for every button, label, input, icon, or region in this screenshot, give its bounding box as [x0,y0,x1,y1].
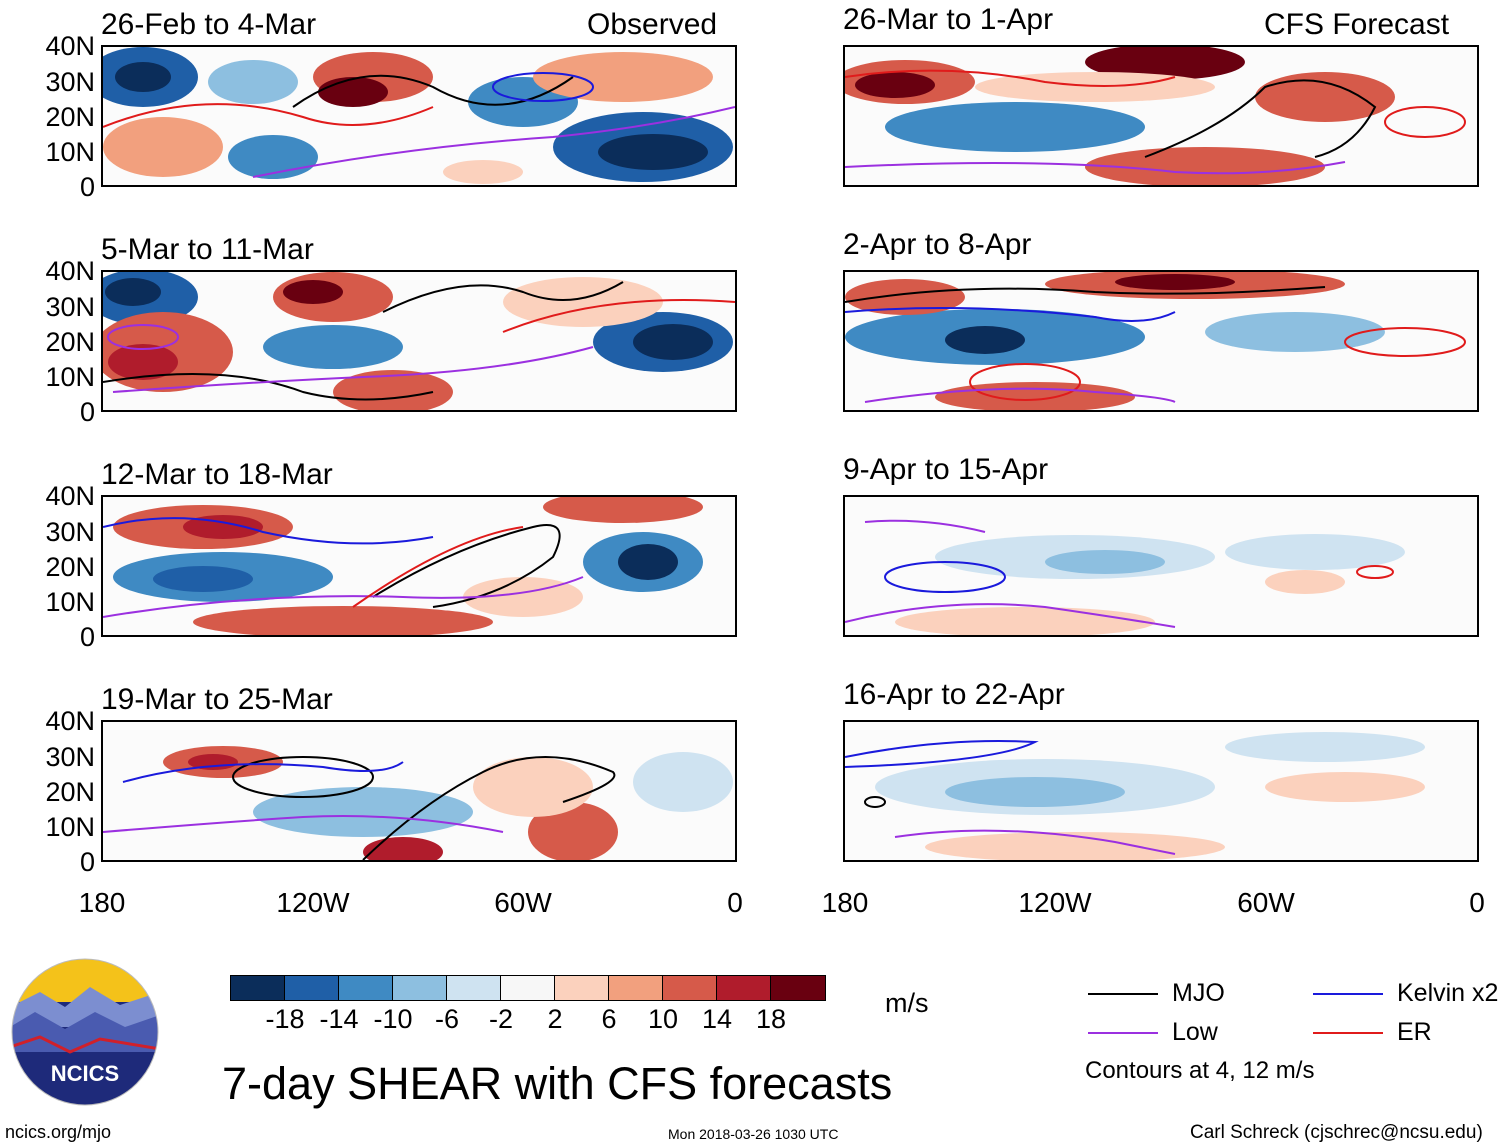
panel-title: 19-Mar to 25-Mar [101,683,333,716]
lat-label: 20N [45,327,95,357]
legend-item-mjo: MJO [1088,979,1225,1008]
lat-label: 40N [45,706,95,736]
lat-label: 40N [45,481,95,511]
colorbar-tick: -18 [265,1004,305,1034]
lon-label: 0 [1469,887,1485,918]
lat-label: 0 [79,622,95,652]
map-panel [843,720,1479,862]
panel-title: 9-Apr to 15-Apr [843,453,1049,486]
credit: Carl Schreck (cjschrec@ncsu.edu) [1190,1122,1483,1143]
panel-title: 2-Apr to 8-Apr [843,228,1032,261]
map-panel [843,495,1479,637]
contour-note: Contours at 4, 12 m/s [1085,1057,1315,1084]
lat-label: 20N [45,102,95,132]
map-panel [101,270,737,412]
lon-label: 60W [494,887,552,918]
legend-item-kelvin: Kelvin x2 [1313,979,1498,1008]
lat-label: 20N [45,777,95,807]
lat-label: 30N [45,517,95,547]
main-title: 7-day SHEAR with CFS forecasts [222,1058,893,1109]
colorbar-tick: 2 [547,1004,563,1034]
map-panel [843,45,1479,187]
lat-label: 20N [45,552,95,582]
lat-label: 10N [45,587,95,617]
colorbar-tick: -10 [373,1004,413,1034]
lat-label: 40N [45,256,95,286]
legend-swatch [1313,1031,1383,1034]
legend-label: Kelvin x2 [1397,979,1499,1007]
lon-label: 180 [821,887,869,918]
colorbar-swatch [447,976,501,1000]
colorbar-tick: -14 [319,1004,359,1034]
legend-swatch [1088,992,1158,995]
lon-label: 0 [727,887,743,918]
colorbar-swatch [231,976,285,1000]
legend-swatch [1088,1031,1158,1034]
ncics-logo: NCICS [10,957,160,1107]
colorbar-swatch [771,976,825,1000]
map-panel [101,720,737,862]
colorbar-tick: 10 [647,1004,679,1034]
legend-label: Low [1172,1018,1218,1046]
colorbar-swatch [717,976,771,1000]
legend-item-low: Low [1088,1018,1218,1047]
lon-label: 180 [78,887,126,918]
units-label: m/s [885,988,929,1018]
panel-title: 12-Mar to 18-Mar [101,458,333,491]
lon-label: 120W [1018,887,1092,918]
lat-label: 0 [79,847,95,877]
map-panel [101,495,737,637]
panel-title: 26-Feb to 4-Mar [101,8,317,41]
colorbar-swatch [609,976,663,1000]
logo-text: NCICS [51,1061,119,1086]
lat-label: 0 [79,172,95,202]
legend-label: ER [1397,1018,1432,1046]
colorbar-tick: 14 [701,1004,733,1034]
lon-label: 120W [276,887,350,918]
lat-label: 10N [45,812,95,842]
legend-item-er: ER [1313,1018,1432,1047]
lat-label: 10N [45,137,95,167]
panel-title: 5-Mar to 11-Mar [101,233,314,266]
lat-label: 30N [45,292,95,322]
panel-title: 16-Apr to 22-Apr [843,678,1065,711]
colorbar-swatch [663,976,717,1000]
lat-label: 10N [45,362,95,392]
colorbar-swatch [393,976,447,1000]
colorbar-tick: -2 [488,1004,514,1034]
lon-label: 60W [1237,887,1295,918]
colorbar-tick: 18 [755,1004,787,1034]
colorbar-swatch [555,976,609,1000]
lat-label: 40N [45,31,95,61]
map-panel [101,45,737,187]
colorbar-tick: 6 [601,1004,617,1034]
map-panel [843,270,1479,412]
colorbar-swatch [285,976,339,1000]
forecast-label: CFS Forecast [1264,8,1450,41]
website-link[interactable]: ncics.org/mjo [5,1122,112,1142]
colorbar-swatch [339,976,393,1000]
lat-label: 30N [45,742,95,772]
colorbar-swatch [501,976,555,1000]
legend-label: MJO [1172,979,1225,1007]
lat-label: 30N [45,67,95,97]
lat-label: 0 [79,397,95,427]
colorbar [230,975,826,1001]
observed-label: Observed [587,8,718,41]
timestamp: Mon 2018-03-26 1030 UTC [668,1126,839,1142]
panel-title: 26-Mar to 1-Apr [843,3,1054,36]
colorbar-tick: -6 [434,1004,460,1034]
legend-swatch [1313,992,1383,995]
